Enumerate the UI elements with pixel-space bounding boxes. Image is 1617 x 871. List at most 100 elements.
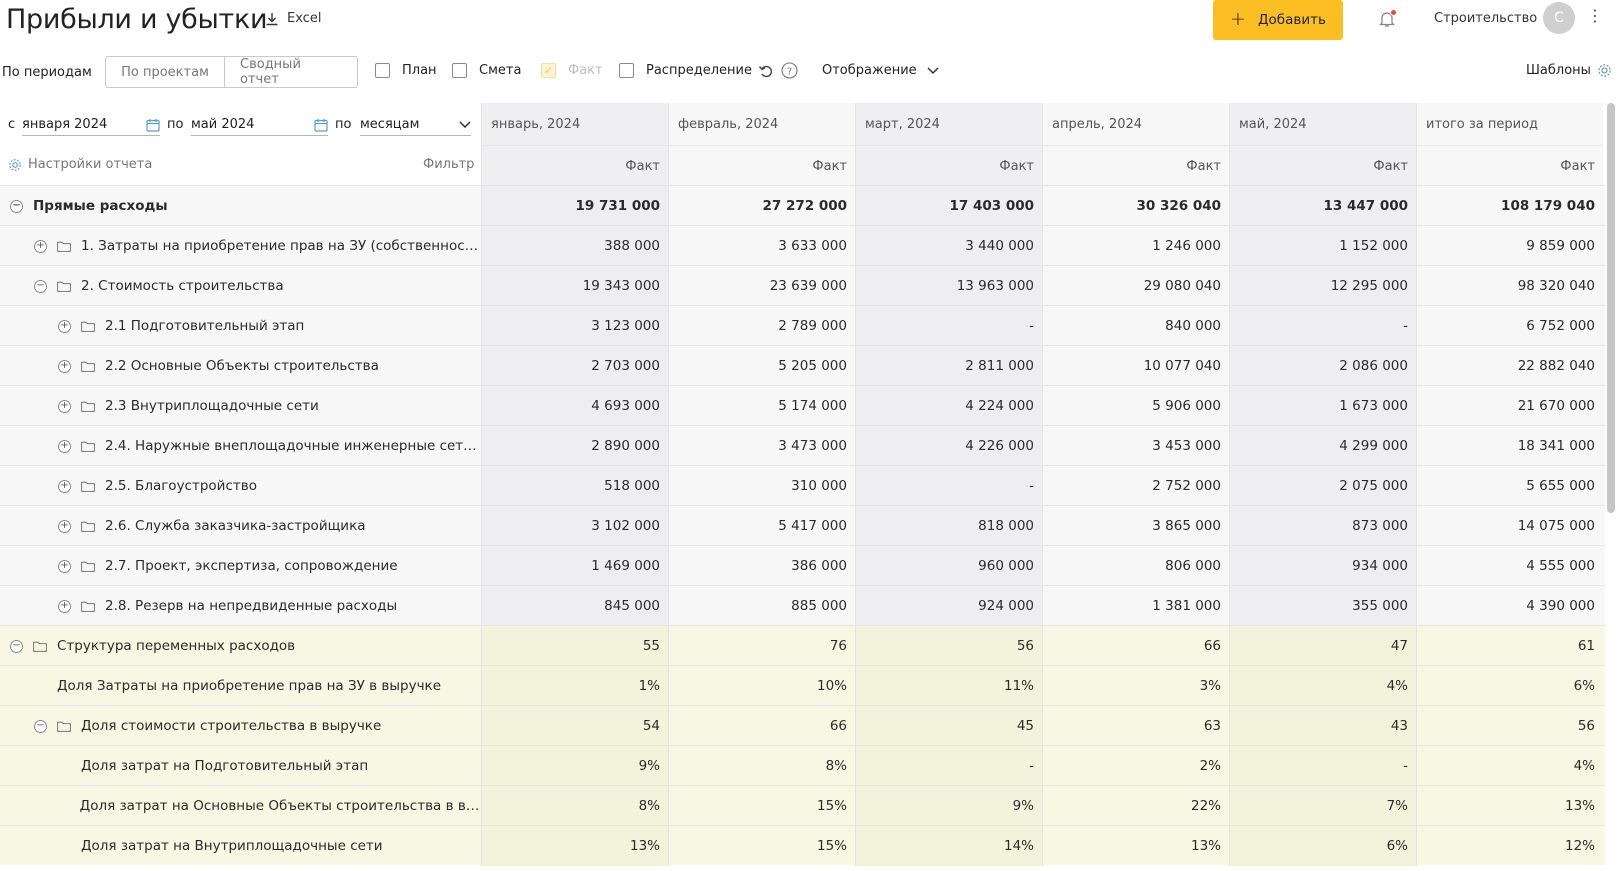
value-cell[interactable]: 4% <box>1229 666 1416 706</box>
value-cell[interactable]: 27 272 000 <box>668 186 855 226</box>
display-dropdown[interactable]: Отображение <box>822 63 939 78</box>
value-cell[interactable]: 13 963 000 <box>855 266 1042 306</box>
checkbox-plan[interactable]: План <box>375 63 437 78</box>
table-row[interactable]: +2.1 Подготовительный этап 3 123 000 2 789… <box>0 305 1605 346</box>
table-row[interactable]: Доля Затраты на приобретение прав на ЗУ … <box>0 665 1605 706</box>
tab-summary-report[interactable]: Сводный отчет <box>224 56 358 88</box>
table-row[interactable]: +2.3 Внутриплощадочные сети 4 693 000 5 17… <box>0 385 1605 426</box>
value-cell[interactable]: 108 179 040 <box>1416 186 1603 226</box>
expand-icon[interactable]: + <box>58 399 71 413</box>
checkbox-distribution[interactable]: Распределение <box>619 63 752 78</box>
value-cell[interactable]: 14 075 000 <box>1416 506 1603 546</box>
value-cell[interactable]: 13 447 000 <box>1229 186 1416 226</box>
checkbox-box[interactable] <box>619 63 634 78</box>
add-button[interactable]: + Добавить <box>1213 0 1343 40</box>
notifications-button[interactable] <box>1377 9 1397 33</box>
granularity-select[interactable]: месяцам <box>360 114 471 136</box>
value-cell[interactable]: 1 246 000 <box>1042 226 1229 266</box>
value-cell[interactable]: 1 673 000 <box>1229 386 1416 426</box>
expand-icon[interactable]: + <box>58 359 71 373</box>
tab-by-projects[interactable]: По проектам <box>105 56 225 88</box>
value-cell[interactable]: 4% <box>1416 746 1603 786</box>
value-cell[interactable]: 63 <box>1042 706 1229 746</box>
avatar[interactable]: С <box>1543 2 1575 34</box>
value-cell[interactable]: 2 703 000 <box>481 346 668 386</box>
report-settings-button[interactable]: Настройки отчета <box>8 157 152 172</box>
undo-icon[interactable] <box>758 63 774 79</box>
value-cell[interactable]: - <box>855 466 1042 506</box>
value-cell[interactable]: 66 <box>1042 626 1229 666</box>
value-cell[interactable]: 1 152 000 <box>1229 226 1416 266</box>
excel-export-button[interactable]: Excel <box>265 11 321 26</box>
value-cell[interactable]: 2 811 000 <box>855 346 1042 386</box>
table-row[interactable]: +2.4. Наружные внеплощадочные инженерные… <box>0 425 1605 466</box>
value-cell[interactable]: 4 299 000 <box>1229 426 1416 466</box>
table-row[interactable]: − Структура переменных расходов 55 76 56 66 47… <box>0 625 1605 666</box>
value-cell[interactable]: 12 295 000 <box>1229 266 1416 306</box>
value-cell[interactable]: 8% <box>668 746 855 786</box>
checkbox-box[interactable] <box>452 63 467 78</box>
value-cell[interactable]: 518 000 <box>481 466 668 506</box>
value-cell[interactable]: 873 000 <box>1229 506 1416 546</box>
value-cell[interactable]: 76 <box>668 626 855 666</box>
table-row[interactable]: − 2. Стоимость строительства 19 343 000 23 … <box>0 265 1605 306</box>
expand-icon[interactable]: + <box>58 559 71 573</box>
value-cell[interactable]: 310 000 <box>668 466 855 506</box>
vertical-scrollbar[interactable] <box>1607 103 1615 513</box>
value-cell[interactable]: 56 <box>1416 706 1603 746</box>
value-cell[interactable]: 3% <box>1042 666 1229 706</box>
value-cell[interactable]: 2% <box>1042 746 1229 786</box>
value-cell[interactable]: 388 000 <box>481 226 668 266</box>
value-cell[interactable]: 885 000 <box>668 586 855 626</box>
value-cell[interactable]: 5 174 000 <box>668 386 855 426</box>
value-cell[interactable]: 1 381 000 <box>1042 586 1229 626</box>
value-cell[interactable]: 61 <box>1416 626 1603 666</box>
value-cell[interactable]: 2 075 000 <box>1229 466 1416 506</box>
table-row[interactable]: +2.8. Резерв на непредвиденные расходы 84… <box>0 585 1605 626</box>
value-cell[interactable]: 55 <box>481 626 668 666</box>
expand-icon[interactable]: + <box>58 439 71 453</box>
tab-by-periods[interactable]: По периодам <box>2 64 92 80</box>
value-cell[interactable]: 43 <box>1229 706 1416 746</box>
table-row[interactable]: +2.2 Основные Объекты строительства 2 703… <box>0 345 1605 386</box>
value-cell[interactable]: 4 693 000 <box>481 386 668 426</box>
value-cell[interactable]: - <box>855 746 1042 786</box>
value-cell[interactable]: 13% <box>1416 786 1603 826</box>
value-cell[interactable]: 98 320 040 <box>1416 266 1603 306</box>
value-cell[interactable]: - <box>1229 306 1416 346</box>
value-cell[interactable]: 1% <box>481 666 668 706</box>
value-cell[interactable]: 22 882 040 <box>1416 346 1603 386</box>
value-cell[interactable]: 30 326 040 <box>1042 186 1229 226</box>
value-cell[interactable]: 2 890 000 <box>481 426 668 466</box>
value-cell[interactable]: 4 390 000 <box>1416 586 1603 626</box>
value-cell[interactable]: 13% <box>481 826 668 866</box>
date-to-field[interactable]: май 2024 <box>191 114 328 136</box>
value-cell[interactable]: 2 086 000 <box>1229 346 1416 386</box>
filter-link[interactable]: Фильтр <box>423 157 475 172</box>
value-cell[interactable]: 5 655 000 <box>1416 466 1603 506</box>
value-cell[interactable]: 10% <box>668 666 855 706</box>
value-cell[interactable]: 21 670 000 <box>1416 386 1603 426</box>
value-cell[interactable]: 11% <box>855 666 1042 706</box>
value-cell[interactable]: 845 000 <box>481 586 668 626</box>
value-cell[interactable]: 15% <box>668 786 855 826</box>
value-cell[interactable]: 47 <box>1229 626 1416 666</box>
date-from-field[interactable]: января 2024 <box>22 114 160 136</box>
value-cell[interactable]: 19 343 000 <box>481 266 668 306</box>
value-cell[interactable]: 8% <box>481 786 668 826</box>
value-cell[interactable]: 6 752 000 <box>1416 306 1603 346</box>
value-cell[interactable]: 3 473 000 <box>668 426 855 466</box>
value-cell[interactable]: 6% <box>1416 666 1603 706</box>
value-cell[interactable]: 18 341 000 <box>1416 426 1603 466</box>
value-cell[interactable]: 924 000 <box>855 586 1042 626</box>
value-cell[interactable]: 5 906 000 <box>1042 386 1229 426</box>
value-cell[interactable]: 840 000 <box>1042 306 1229 346</box>
value-cell[interactable]: - <box>1229 746 1416 786</box>
value-cell[interactable]: 45 <box>855 706 1042 746</box>
value-cell[interactable]: 12% <box>1416 826 1603 866</box>
value-cell[interactable]: 355 000 <box>1229 586 1416 626</box>
value-cell[interactable]: 7% <box>1229 786 1416 826</box>
value-cell[interactable]: 14% <box>855 826 1042 866</box>
value-cell[interactable]: 6% <box>1229 826 1416 866</box>
value-cell[interactable]: 3 865 000 <box>1042 506 1229 546</box>
